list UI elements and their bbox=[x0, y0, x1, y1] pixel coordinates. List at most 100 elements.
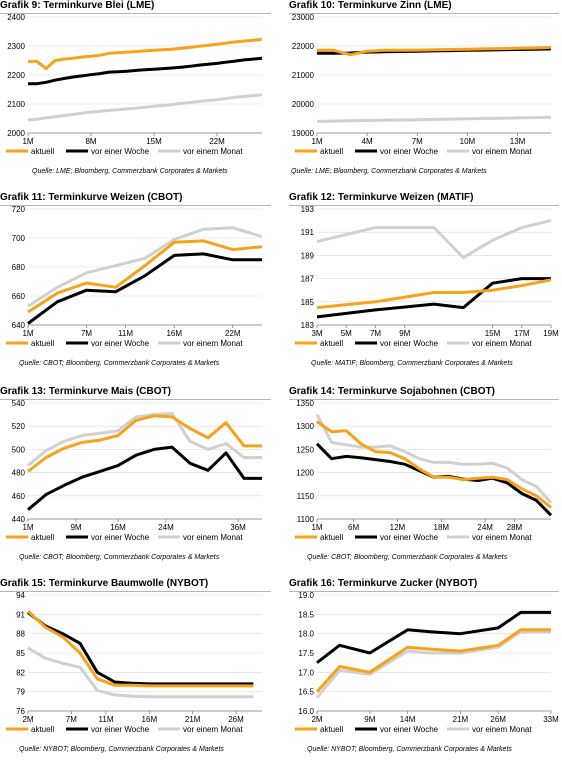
x-tick-label: 26M bbox=[228, 715, 244, 724]
x-tick-label: 2M bbox=[22, 715, 33, 724]
y-tick-label: 85 bbox=[16, 649, 25, 658]
legend-label: vor einem Monat bbox=[472, 339, 532, 348]
y-tick-label: 189 bbox=[301, 251, 315, 260]
legend-label: aktuell bbox=[31, 339, 54, 348]
x-tick-label: 1M bbox=[311, 137, 322, 146]
y-tick-label: 540 bbox=[12, 399, 26, 408]
y-tick-label: 680 bbox=[12, 263, 26, 272]
x-tick-label: 16M bbox=[166, 329, 182, 338]
legend-label: vor einer Woche bbox=[380, 533, 439, 542]
y-tick-label: 82 bbox=[16, 668, 25, 677]
x-tick-label: 36M bbox=[230, 523, 246, 532]
chart-source: Quelle: LME; Bloomberg, Commerzbank Corp… bbox=[291, 168, 487, 175]
chart-panel-blei: Grafik 9: Terminkurve Blei (LME) 2000 210… bbox=[0, 0, 281, 190]
x-tick-label: 15M bbox=[485, 329, 501, 338]
chart-svg: 76 79 82 85 88 91 94 2M 7M 11M 16M 21M 26M aktuell vor… bbox=[6, 591, 262, 734]
y-tick-label: 520 bbox=[12, 422, 26, 431]
x-tick-label: 22M bbox=[225, 329, 241, 338]
chart-svg: 19000 20000 21000 22000 23000 1M 4M 7M 10M 13M akt… bbox=[292, 13, 552, 156]
series-line-monat bbox=[316, 219, 552, 260]
y-tick-label: 460 bbox=[12, 492, 26, 501]
chart-svg: 440 460 480 500 520 540 1M 9M 16M 24M 36M aktuell vo… bbox=[6, 399, 262, 542]
legend-label: aktuell bbox=[320, 339, 343, 348]
y-tick-label: 720 bbox=[12, 205, 26, 214]
series-line-aktuell bbox=[317, 45, 552, 57]
y-tick-label: 19.0 bbox=[298, 591, 314, 600]
title-rule bbox=[0, 205, 271, 206]
title-rule bbox=[0, 13, 271, 14]
chart-svg: 16.0 16.5 17.0 17.5 18.0 18.5 19.0 2M 9M 14M 21M 26… bbox=[295, 591, 559, 734]
y-tick-label: 191 bbox=[301, 228, 315, 237]
y-tick-label: 94 bbox=[16, 591, 25, 600]
chart-panel-weizen-cbot: Grafik 11: Terminkurve Weizen (CBOT) 640… bbox=[0, 192, 281, 382]
x-tick-label: 12M bbox=[390, 523, 406, 532]
x-tick-label: 4M bbox=[362, 137, 373, 146]
y-tick-label: 17.5 bbox=[298, 649, 314, 658]
y-tick-label: 187 bbox=[301, 275, 315, 284]
y-tick-label: 2300 bbox=[7, 42, 25, 51]
x-tick-label: 26M bbox=[490, 715, 506, 724]
x-tick-label: 1M bbox=[311, 523, 322, 532]
chart-panel-zinn: Grafik 10: Terminkurve Zinn (LME) 19000 2… bbox=[289, 0, 562, 190]
y-tick-label: 1350 bbox=[296, 399, 314, 408]
x-tick-label: 24M bbox=[158, 523, 174, 532]
y-tick-label: 20000 bbox=[292, 100, 315, 109]
series-line-woche bbox=[27, 611, 254, 686]
chart-panel-baumwolle: Grafik 15: Terminkurve Baumwolle (NYBOT)… bbox=[0, 578, 281, 768]
legend-label: vor einem Monat bbox=[472, 725, 532, 734]
series-line-woche bbox=[316, 610, 551, 664]
x-tick-label: 18M bbox=[434, 523, 450, 532]
y-tick-label: 2000 bbox=[7, 129, 25, 138]
title-rule bbox=[289, 399, 559, 400]
y-tick-label: 1150 bbox=[297, 492, 315, 501]
series-line-aktuell bbox=[28, 37, 263, 71]
y-tick-label: 1100 bbox=[297, 515, 315, 524]
chart-title: Grafik 10: Terminkurve Zinn (LME) bbox=[289, 0, 452, 11]
title-rule bbox=[0, 399, 271, 400]
y-tick-label: 1300 bbox=[296, 422, 314, 431]
chart-panel-weizen-matif: Grafik 12: Terminkurve Weizen (MATIF) 18… bbox=[289, 192, 562, 382]
x-tick-label: 9M bbox=[70, 523, 81, 532]
series-line-monat bbox=[27, 93, 263, 122]
y-tick-label: 640 bbox=[12, 321, 26, 330]
chart-title: Grafik 13: Terminkurve Mais (CBOT) bbox=[0, 386, 171, 397]
y-tick-label: 440 bbox=[12, 515, 26, 524]
y-tick-label: 22000 bbox=[292, 42, 315, 51]
series-line-woche bbox=[27, 252, 262, 325]
series-line-woche bbox=[28, 56, 263, 86]
legend-label: vor einer Woche bbox=[91, 147, 150, 156]
chart-source: Quelle: NYBOT; Bloomberg, Commerzbank Co… bbox=[19, 746, 224, 753]
y-tick-label: 2100 bbox=[7, 100, 25, 109]
x-tick-label: 6M bbox=[348, 523, 359, 532]
series-line-aktuell bbox=[26, 610, 254, 688]
x-tick-label: 8M bbox=[85, 137, 96, 146]
chart-svg: 2000 2100 2200 2300 2400 1M 8M 15M 22M aktuell vor… bbox=[6, 13, 263, 156]
x-tick-label: 9M bbox=[399, 329, 410, 338]
legend-label: vor einem Monat bbox=[472, 147, 532, 156]
x-tick-label: 15M bbox=[146, 137, 162, 146]
y-tick-label: 17.0 bbox=[298, 668, 314, 677]
y-tick-label: 193 bbox=[301, 205, 315, 214]
y-tick-label: 76 bbox=[16, 707, 25, 716]
legend-label: vor einem Monat bbox=[183, 339, 243, 348]
legend-label: aktuell bbox=[31, 533, 54, 542]
title-rule bbox=[289, 591, 559, 592]
legend-label: vor einer Woche bbox=[91, 339, 150, 348]
x-tick-label: 33M bbox=[543, 715, 559, 724]
chart-panel-zucker: Grafik 16: Terminkurve Zucker (NYBOT) 16… bbox=[289, 578, 562, 768]
y-tick-label: 16.0 bbox=[298, 707, 314, 716]
chart-svg: 1100 1150 1200 1250 1300 1350 1M 6M 12M 18M 24M 28M… bbox=[295, 399, 553, 542]
chart-title: Grafik 16: Terminkurve Zucker (NYBOT) bbox=[289, 578, 478, 589]
legend-label: vor einem Monat bbox=[183, 725, 243, 734]
x-tick-label: 21M bbox=[453, 715, 469, 724]
x-tick-label: 14M bbox=[400, 715, 416, 724]
legend-label: vor einer Woche bbox=[380, 147, 439, 156]
y-tick-label: 2400 bbox=[7, 13, 25, 22]
chart-title: Grafik 11: Terminkurve Weizen (CBOT) bbox=[0, 192, 183, 203]
chart-source: Quelle: CBOT; Bloomberg, Commerzbank Cor… bbox=[19, 554, 220, 561]
x-tick-label: 28M bbox=[507, 523, 523, 532]
x-tick-label: 19M bbox=[543, 329, 559, 338]
series-line-monat bbox=[27, 646, 254, 699]
series-line-aktuell bbox=[27, 414, 262, 473]
y-tick-label: 1250 bbox=[296, 445, 314, 454]
